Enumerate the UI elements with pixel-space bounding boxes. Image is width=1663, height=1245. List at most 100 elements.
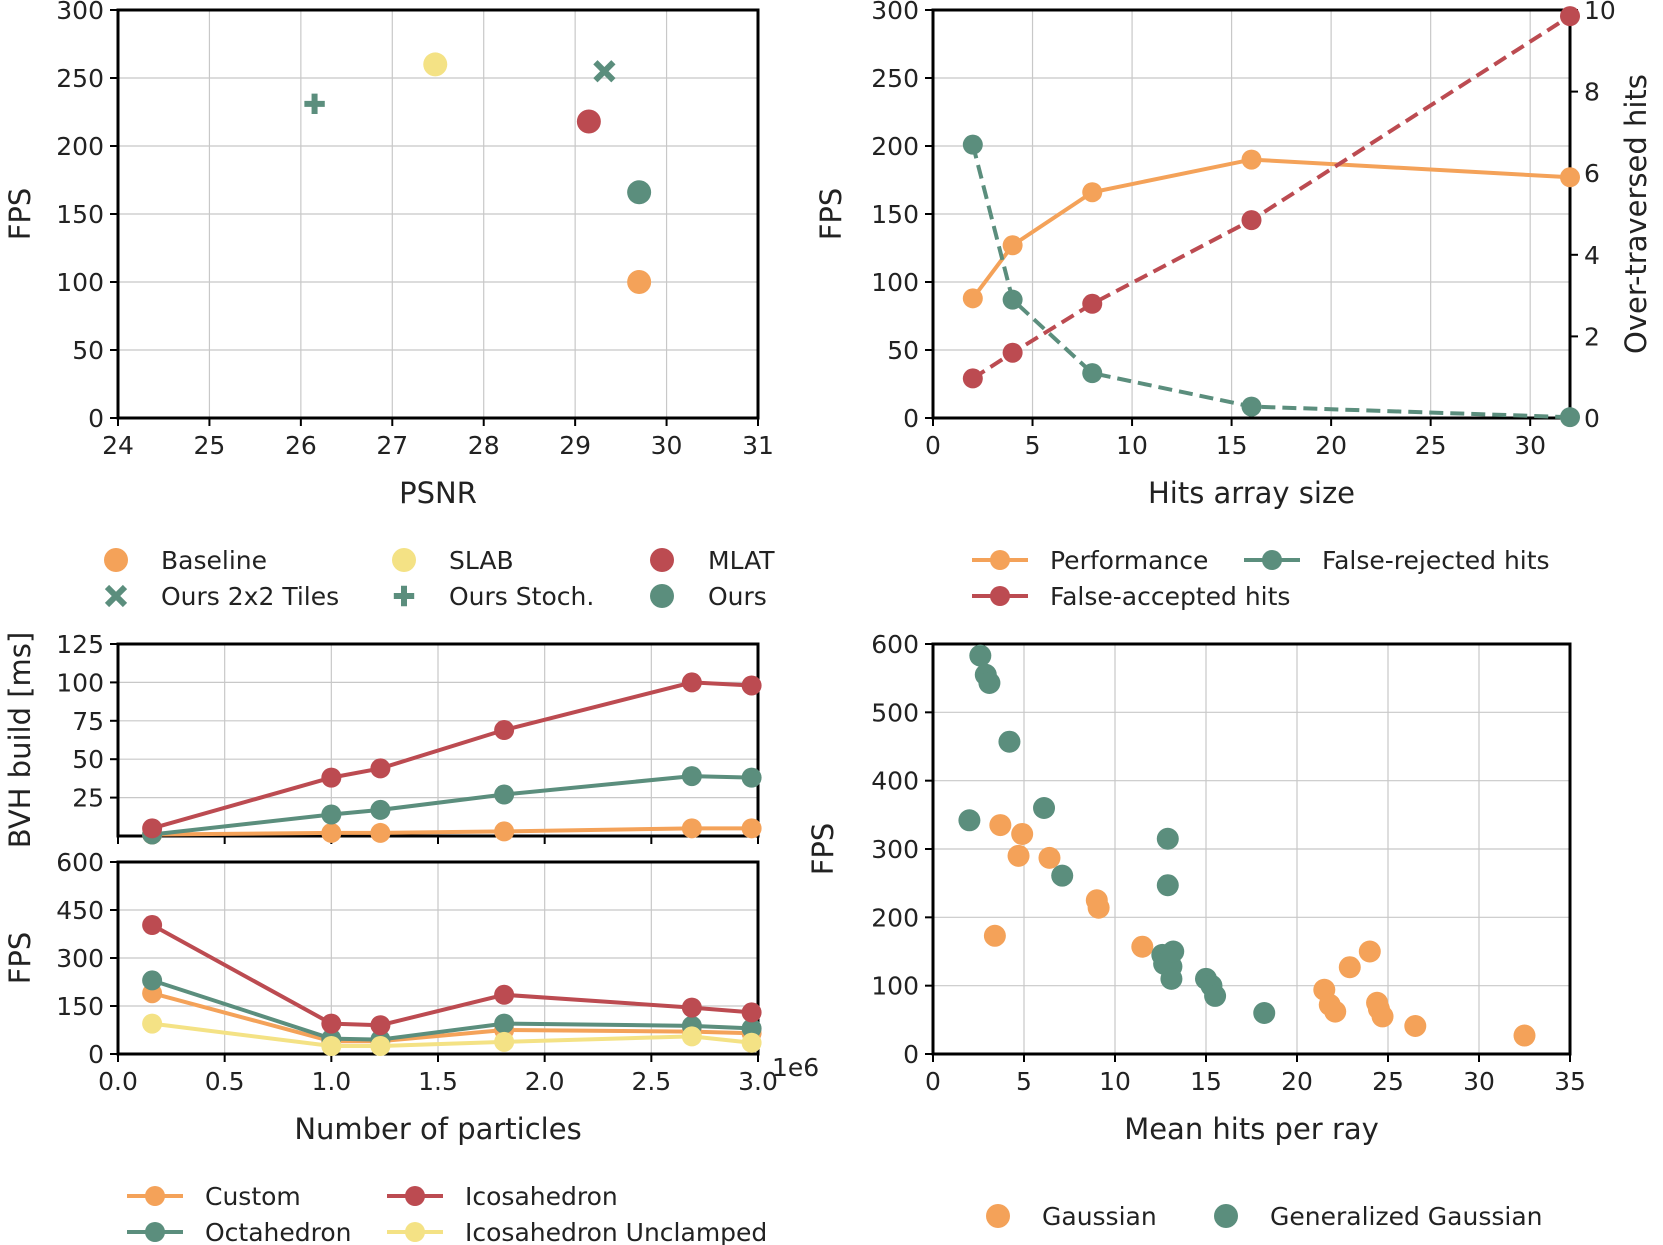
tl-frame bbox=[116, 8, 760, 420]
y-tick-label: 400 bbox=[871, 767, 919, 796]
x-tick-label: 0 bbox=[925, 431, 941, 460]
series-octahedron-point bbox=[370, 799, 391, 820]
point-gaussian bbox=[1087, 896, 1110, 919]
point-mlat bbox=[576, 109, 601, 134]
y-tick-label: 600 bbox=[871, 630, 919, 659]
x-axis-label: PSNR bbox=[399, 476, 477, 510]
y-tick-label: 200 bbox=[871, 132, 919, 161]
series-icosahedron-unclamped-line bbox=[151, 1021, 752, 1048]
legend-ours-2x2-tiles-label: Ours 2x2 Tiles bbox=[161, 582, 339, 611]
legend-octahedron-swatch bbox=[145, 1222, 165, 1242]
x-tick-label: 29 bbox=[559, 431, 591, 460]
point-ours-stoch- bbox=[304, 93, 325, 115]
br-axes: 0 5 10 15 20 25 30 35 0 100 200 300 400 500 600 Mean hi… bbox=[806, 630, 1586, 1146]
x-tick-label: 0.5 bbox=[205, 1067, 245, 1096]
legend-custom-swatch bbox=[145, 1186, 165, 1206]
point-generalized-gaussian bbox=[1156, 827, 1179, 850]
series-octahedron-point bbox=[741, 767, 762, 788]
series-octahedron-line bbox=[151, 774, 752, 837]
series-false-accepted-hits-point bbox=[1241, 210, 1262, 231]
legend-mlat: MLAT bbox=[650, 546, 775, 575]
y-tick-label: 75 bbox=[72, 707, 104, 736]
series-octahedron-point bbox=[321, 804, 342, 825]
series-icosahedron-line bbox=[151, 680, 752, 831]
point-generalized-gaussian bbox=[1204, 984, 1227, 1007]
point-generalized-gaussian bbox=[958, 809, 981, 832]
legend-icosahedron-unclamped-label: Icosahedron Unclamped bbox=[465, 1218, 767, 1245]
x-tick-label: 5 bbox=[1016, 1067, 1032, 1096]
legend-ours-stoch--label: Ours Stoch. bbox=[449, 582, 594, 611]
bl_bot-axes: 0.0 0.5 1.0 1.5 2.0 2.5 3.0 0 150 300 450 600 Number… bbox=[3, 848, 778, 1146]
point-generalized-gaussian bbox=[1033, 797, 1056, 819]
legend-false-accepted-hits-label: False-accepted hits bbox=[1050, 582, 1290, 611]
y-tick-label: 100 bbox=[871, 268, 919, 297]
x-axis-label: Hits array size bbox=[1148, 476, 1355, 510]
series-icosahedron-point bbox=[321, 767, 342, 788]
point-generalized-gaussian bbox=[1160, 967, 1183, 990]
y-tick-label: 450 bbox=[56, 896, 104, 925]
legend-ours-2x2-tiles: Ours 2x2 Tiles bbox=[104, 582, 339, 611]
x-tick-label: 0.0 bbox=[98, 1067, 138, 1096]
y-tick-label: 200 bbox=[56, 132, 104, 161]
x-axis-label: Mean hits per ray bbox=[1124, 1112, 1379, 1146]
y-tick-label: 200 bbox=[871, 903, 919, 932]
y-tick-label: 250 bbox=[871, 64, 919, 93]
series-octahedron-point bbox=[741, 1018, 762, 1039]
x-tick-label: 2.0 bbox=[525, 1067, 565, 1096]
series-custom-line bbox=[152, 826, 752, 837]
y2-tick-label: 2 bbox=[1584, 322, 1600, 351]
x-tick-label: 30 bbox=[1463, 1067, 1495, 1096]
point-generalized-gaussian bbox=[1253, 1002, 1276, 1024]
series-performance-point bbox=[962, 288, 983, 309]
series-false-rejected-hits-point bbox=[1560, 407, 1580, 428]
point-gaussian bbox=[1011, 822, 1034, 845]
legend-custom: Custom bbox=[127, 1182, 301, 1211]
series-icosahedron-point bbox=[370, 758, 391, 779]
series-false-accepted-hits-point bbox=[1560, 6, 1580, 27]
x-tick-label: 30 bbox=[1514, 431, 1546, 460]
point-gaussian bbox=[1404, 1014, 1427, 1037]
series-false-rejected-hits-line bbox=[970, 144, 1571, 420]
y-tick-label: 0 bbox=[88, 1040, 104, 1069]
x-tick-label: 31 bbox=[742, 431, 774, 460]
legend-ours-2x2-tiles-swatch bbox=[104, 584, 128, 608]
legend-ours: Ours bbox=[650, 582, 767, 611]
y-axis-label: FPS bbox=[3, 188, 37, 241]
series-false-accepted-hits-point bbox=[962, 368, 983, 389]
bl_top-axes: 25 50 75 100 125 BVH build [ms] bbox=[3, 630, 760, 848]
y2-axis-label: Over-traversed hits bbox=[1619, 74, 1653, 354]
x-tick-label: 1.0 bbox=[311, 1067, 351, 1096]
series-icosahedron-point bbox=[321, 1013, 342, 1034]
x-tick-label: 28 bbox=[468, 431, 500, 460]
series-false-accepted-hits-line bbox=[971, 14, 1572, 381]
series-icosahedron-unclamped-point bbox=[142, 1013, 163, 1034]
legend-false-rejected-hits-swatch bbox=[1262, 550, 1282, 570]
legend-baseline-label: Baseline bbox=[161, 546, 267, 575]
x-tick-label: 27 bbox=[376, 431, 408, 460]
point-generalized-gaussian bbox=[998, 730, 1021, 753]
series-octahedron-point bbox=[142, 970, 163, 991]
legend-baseline-swatch bbox=[104, 548, 128, 572]
legend-slab-label: SLAB bbox=[449, 546, 514, 575]
legend-gaussian-label: Gaussian bbox=[1042, 1202, 1157, 1231]
y-axis-label: FPS bbox=[3, 932, 37, 985]
series-custom-point bbox=[321, 822, 342, 843]
series-icosahedron-point bbox=[370, 1015, 391, 1036]
point-ours bbox=[627, 180, 652, 205]
legend-octahedron: Octahedron bbox=[127, 1218, 352, 1245]
series-icosahedron-point bbox=[741, 675, 762, 696]
x-tick-label: 20 bbox=[1315, 431, 1347, 460]
point-gaussian bbox=[1371, 1005, 1394, 1028]
series-false-accepted-hits-point bbox=[1082, 293, 1103, 314]
legend-false-rejected-hits: False-rejected hits bbox=[1244, 546, 1550, 575]
y-tick-label: 500 bbox=[871, 698, 919, 727]
series-false-rejected-hits-point bbox=[1241, 396, 1262, 417]
legend-custom-label: Custom bbox=[205, 1182, 301, 1211]
series-octahedron-point bbox=[681, 766, 702, 787]
y-axis-label: FPS bbox=[806, 823, 840, 876]
x-tick-label: 25 bbox=[1415, 431, 1447, 460]
legend-generalized-gaussian-swatch bbox=[1214, 1204, 1238, 1228]
x-tick-label: 3.0 bbox=[738, 1067, 778, 1096]
